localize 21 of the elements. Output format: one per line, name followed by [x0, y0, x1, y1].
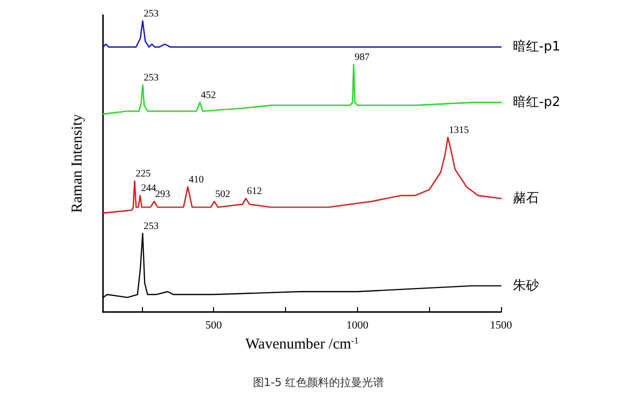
annotation: 1315 [448, 124, 469, 136]
annotation: 452 [200, 90, 216, 101]
annotation: 987 [354, 52, 370, 63]
caption: 图1-5 红色颜料的拉曼光谱 [252, 376, 384, 389]
annotation: 225 [136, 168, 151, 180]
annotation: 253 [144, 220, 159, 232]
x-tick-label: 500 [205, 320, 222, 332]
annotation: 253 [144, 8, 159, 20]
annotation: 253 [144, 72, 159, 84]
annotation: 410 [188, 174, 204, 186]
x-tick-label: 1000 [346, 320, 369, 332]
series-label: 朱砂 [513, 278, 539, 294]
series-label: 暗红-p2 [513, 94, 560, 110]
series-label: 赭石 [513, 190, 539, 206]
annotation: 502 [215, 188, 230, 200]
x-tick-label: 1500 [490, 320, 512, 332]
series-label: 暗红-p1 [513, 40, 560, 55]
annotation: 293 [155, 188, 170, 200]
annotation: 612 [246, 186, 262, 197]
y-axis-title: Raman Intensity [70, 114, 86, 213]
annotation: 244 [141, 183, 156, 194]
